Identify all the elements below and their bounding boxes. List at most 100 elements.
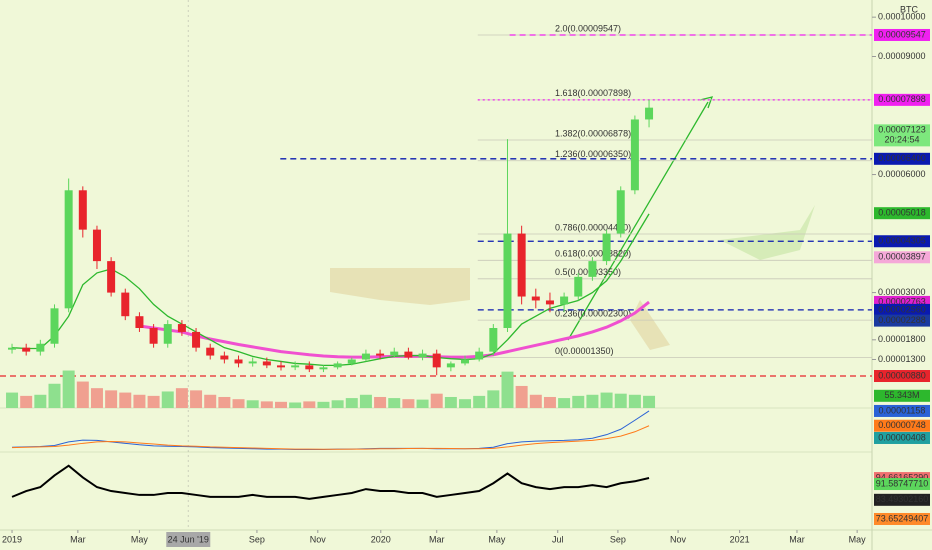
volume-bar bbox=[260, 401, 273, 408]
volume-bar bbox=[62, 370, 75, 408]
volume-bar bbox=[105, 390, 118, 408]
candle-body bbox=[390, 351, 399, 356]
candle-body bbox=[347, 359, 356, 364]
price-label-bg bbox=[874, 28, 930, 41]
y-tick-label: 0.00001300 bbox=[878, 354, 926, 364]
candle-body bbox=[248, 361, 257, 364]
volume-bar bbox=[416, 399, 429, 408]
candle-body bbox=[630, 119, 639, 191]
price-label: 91.58747710 bbox=[876, 478, 929, 488]
volume-bar bbox=[232, 399, 245, 408]
volume-bar bbox=[161, 391, 174, 408]
candle-body bbox=[446, 363, 455, 368]
candle-body bbox=[36, 343, 45, 352]
candle-body bbox=[149, 328, 158, 344]
candle-body bbox=[319, 367, 328, 370]
price-label: 94.66165290 bbox=[876, 472, 929, 482]
price-label-bg bbox=[874, 478, 930, 491]
cloud bbox=[720, 205, 815, 260]
candle-body bbox=[64, 190, 73, 309]
volume-bar bbox=[628, 394, 641, 408]
candle-body bbox=[276, 365, 285, 368]
price-label: 0.00003897 bbox=[878, 252, 926, 262]
volume-bar bbox=[614, 393, 627, 408]
price-label-bg bbox=[874, 93, 930, 106]
fib-label: 1.618(0.00007898) bbox=[555, 88, 631, 98]
candle-body bbox=[602, 233, 611, 262]
x-tick-label: Nov bbox=[670, 534, 687, 544]
price-label-bg bbox=[874, 152, 930, 165]
candle-body bbox=[220, 355, 229, 360]
volume-bar bbox=[317, 401, 330, 408]
candle-body bbox=[645, 107, 654, 120]
candle-body bbox=[616, 190, 625, 234]
price-label-bg bbox=[874, 370, 930, 383]
volume-bar bbox=[473, 395, 486, 408]
volume-bar bbox=[529, 394, 542, 408]
price-label-bg bbox=[874, 493, 930, 506]
volume-bar bbox=[643, 395, 656, 408]
y-tick-label: 0.00003000 bbox=[878, 287, 926, 297]
x-tick-label: 24 Jun '19 bbox=[168, 534, 209, 544]
y-tick-label: 0.00006000 bbox=[878, 169, 926, 179]
candle-body bbox=[404, 351, 413, 358]
volume-bar bbox=[543, 396, 556, 408]
arrow-head bbox=[699, 96, 714, 109]
volume-bar bbox=[246, 400, 259, 408]
volume-bar bbox=[133, 394, 146, 408]
price-label-bg bbox=[874, 419, 930, 432]
candle-body bbox=[22, 347, 31, 352]
volume-bar bbox=[204, 394, 217, 408]
candle-body bbox=[163, 324, 172, 344]
price-label: 0.00000408 bbox=[878, 432, 926, 442]
fib-label: 1.236(0.00006350) bbox=[555, 149, 631, 159]
candle-body bbox=[291, 365, 300, 368]
x-tick-label: May bbox=[488, 534, 506, 544]
candle-body bbox=[8, 347, 17, 350]
price-label-bg bbox=[874, 512, 930, 525]
candle-body bbox=[78, 190, 87, 230]
volume-bar bbox=[402, 399, 415, 408]
volume-bar bbox=[359, 394, 372, 408]
candle-body bbox=[206, 347, 215, 356]
candle-body bbox=[418, 353, 427, 358]
volume-bar bbox=[34, 394, 47, 408]
candle-body bbox=[517, 233, 526, 297]
volume-bar bbox=[175, 388, 188, 408]
fib-label: 0(0.00001350) bbox=[555, 346, 614, 356]
price-label: 83.49302160 bbox=[876, 494, 929, 504]
candle-body bbox=[361, 353, 370, 360]
x-tick-label: 2021 bbox=[730, 534, 750, 544]
volume-bar bbox=[572, 395, 585, 408]
candle-body bbox=[489, 328, 498, 352]
volume-bar bbox=[303, 401, 316, 408]
fib-label: 0.618(0.00003820) bbox=[555, 249, 631, 259]
volume-bar bbox=[345, 398, 358, 408]
price-label: 0.00002560 bbox=[878, 304, 926, 314]
candle-body bbox=[50, 308, 59, 344]
axis-unit: BTC bbox=[900, 4, 919, 14]
price-label: 55.343M bbox=[884, 390, 919, 400]
price-label-bg bbox=[874, 207, 930, 220]
price-label: 0.00006400 bbox=[878, 153, 926, 163]
volume-bar bbox=[331, 400, 344, 408]
volume-bar bbox=[501, 371, 514, 408]
price-label-bg bbox=[874, 124, 930, 147]
price-label-bg bbox=[874, 404, 930, 417]
candle-body bbox=[475, 351, 484, 360]
price-label-bg bbox=[874, 389, 930, 402]
crosshair-label-bg bbox=[166, 532, 211, 547]
volume-bar bbox=[289, 402, 302, 408]
candle-body bbox=[333, 363, 342, 368]
price-label: 73.65249407 bbox=[876, 513, 929, 523]
volume-bar bbox=[274, 401, 287, 408]
candle-body bbox=[262, 361, 271, 366]
volume-bar bbox=[190, 390, 203, 408]
fib-label: 0.786(0.00004490) bbox=[555, 222, 631, 232]
x-tick-label: May bbox=[131, 534, 149, 544]
fib-label: 2.0(0.00009547) bbox=[555, 23, 621, 33]
price-label: 0.00000880 bbox=[878, 370, 926, 380]
x-tick-label: Nov bbox=[310, 534, 327, 544]
